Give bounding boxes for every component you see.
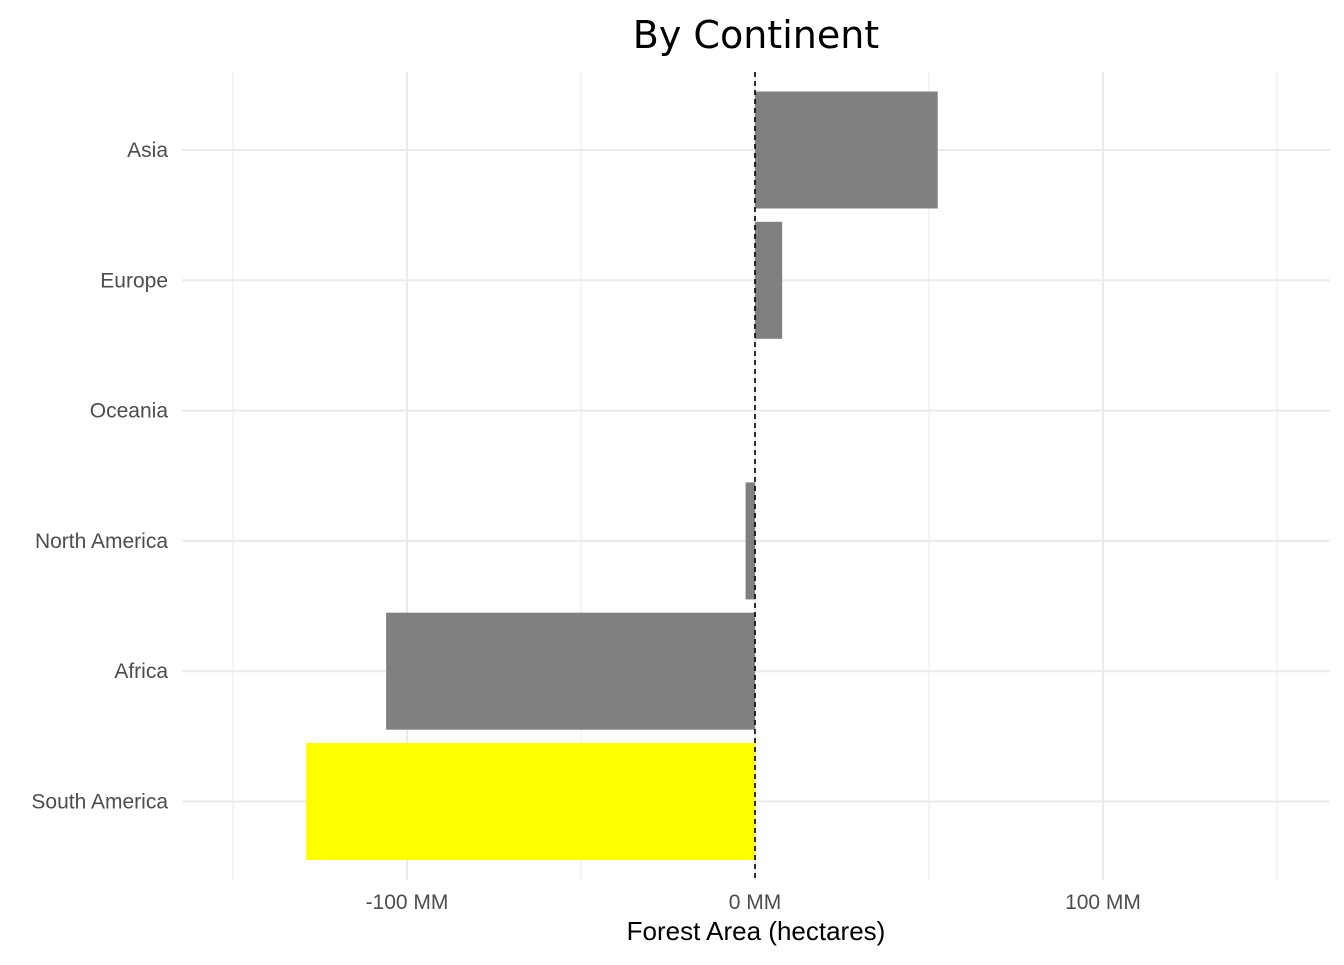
bar-layer	[306, 91, 938, 860]
y-tick-label: South America	[31, 791, 168, 814]
bar-asia	[755, 91, 938, 209]
bar-europe	[755, 221, 783, 339]
y-tick-label: Asia	[127, 139, 168, 162]
y-tick-label: Oceania	[90, 400, 169, 423]
x-tick-label: 0 MM	[729, 891, 782, 914]
chart-title: By Continent	[633, 13, 879, 57]
bar-north-america	[745, 482, 755, 600]
y-tick-label: Europe	[100, 269, 168, 292]
y-tick-label: Africa	[114, 660, 168, 683]
y-tick-label: North America	[35, 530, 168, 553]
x-tick-label: 100 MM	[1065, 891, 1141, 914]
label-layer: Asia Europe Oceania North America Africa Sout…	[31, 139, 1141, 914]
x-axis-title: Forest Area (hectares)	[627, 916, 886, 946]
bar-africa	[386, 612, 755, 730]
x-tick-label: -100 MM	[366, 891, 449, 914]
bar-south-america	[306, 743, 755, 860]
